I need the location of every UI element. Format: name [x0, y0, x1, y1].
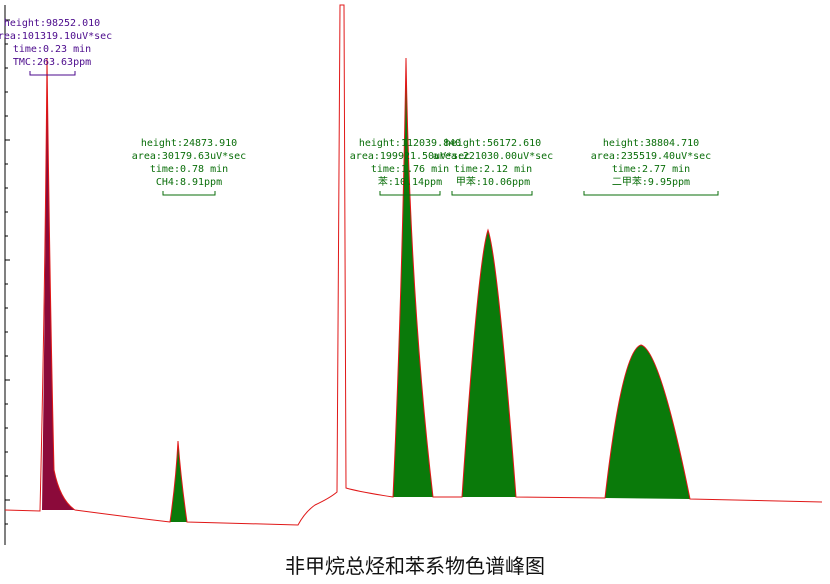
- peak-annotation: area:221030.00uV*sec: [433, 151, 553, 162]
- peak-bracket: [162, 191, 216, 196]
- peak-annotation: area:101319.10uV*sec: [0, 31, 112, 42]
- peak-annotation: time:2.12 min: [454, 164, 532, 175]
- peak-fill: [170, 441, 187, 522]
- peak-annotation: time:2.77 min: [612, 164, 690, 175]
- peak-annotation: 甲苯:10.06ppm: [456, 175, 530, 188]
- peak-annotation: 苯:10.14ppm: [378, 175, 442, 188]
- peak-annotation: height:56172.610: [445, 138, 541, 149]
- signal-curve: [4, 4, 823, 526]
- peak-annotation: time:1.76 min: [371, 164, 449, 175]
- peak-annotation: CH4:8.91ppm: [156, 177, 222, 188]
- peak-bracket: [451, 191, 533, 196]
- peak-bracket: [29, 71, 76, 76]
- peak-fill: [462, 230, 516, 497]
- peak-annotation: TMC:263.63ppm: [13, 57, 91, 68]
- peak-fill: [42, 58, 75, 510]
- peak-annotation: height:98252.010: [4, 18, 100, 29]
- peak-annotation: height:112039.840: [359, 138, 461, 149]
- peak-bracket: [379, 191, 441, 196]
- chart-title: 非甲烷总烃和苯系物色谱峰图: [285, 554, 545, 578]
- peak-annotation: height:24873.910: [141, 138, 237, 149]
- peak-bracket: [583, 191, 719, 196]
- peak-annotation: time:0.78 min: [150, 164, 228, 175]
- peak-annotation: area:30179.63uV*sec: [132, 151, 246, 162]
- peak-fill: [393, 58, 433, 497]
- peak-annotation: height:38804.710: [603, 138, 699, 149]
- peak-annotation: area:199921.50uV*sec: [350, 151, 470, 162]
- peak-annotation: time:0.23 min: [13, 44, 91, 55]
- chromatogram: height:98252.010 area:101319.10uV*sec time…: [0, 4, 823, 545]
- peak-annotation: 二甲苯:9.95ppm: [612, 175, 690, 188]
- peak-fill: [605, 345, 690, 499]
- peak-annotation: area:235519.40uV*sec: [591, 151, 711, 162]
